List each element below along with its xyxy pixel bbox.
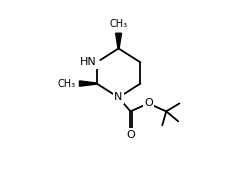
Text: CH₃: CH₃ (58, 79, 76, 89)
Text: O: O (144, 98, 153, 108)
Text: N: N (114, 93, 123, 103)
Text: CH₃: CH₃ (109, 19, 128, 29)
Polygon shape (116, 33, 121, 49)
Text: O: O (126, 130, 135, 139)
Polygon shape (79, 81, 97, 86)
Text: HN: HN (80, 57, 97, 67)
